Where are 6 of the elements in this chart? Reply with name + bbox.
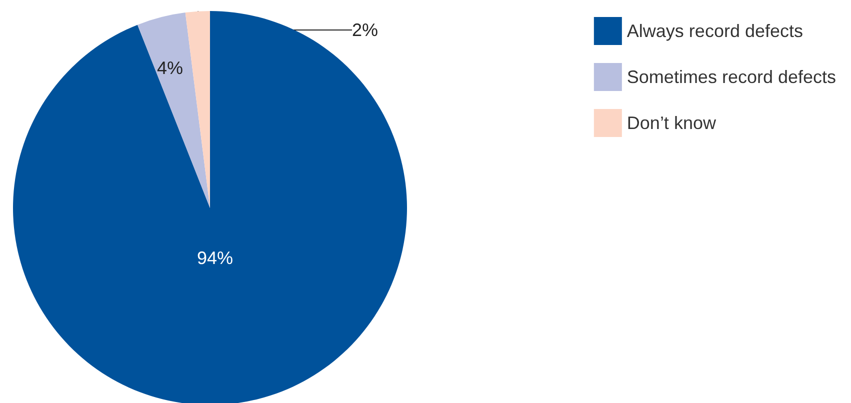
legend-label: Don’t know <box>626 113 717 133</box>
legend-label: Sometimes record defects <box>626 67 836 87</box>
legend-label: Always record defects <box>626 21 803 41</box>
data-label: 4% <box>156 58 184 78</box>
data-label: 94% <box>196 248 234 268</box>
data-label: 2% <box>352 20 378 40</box>
